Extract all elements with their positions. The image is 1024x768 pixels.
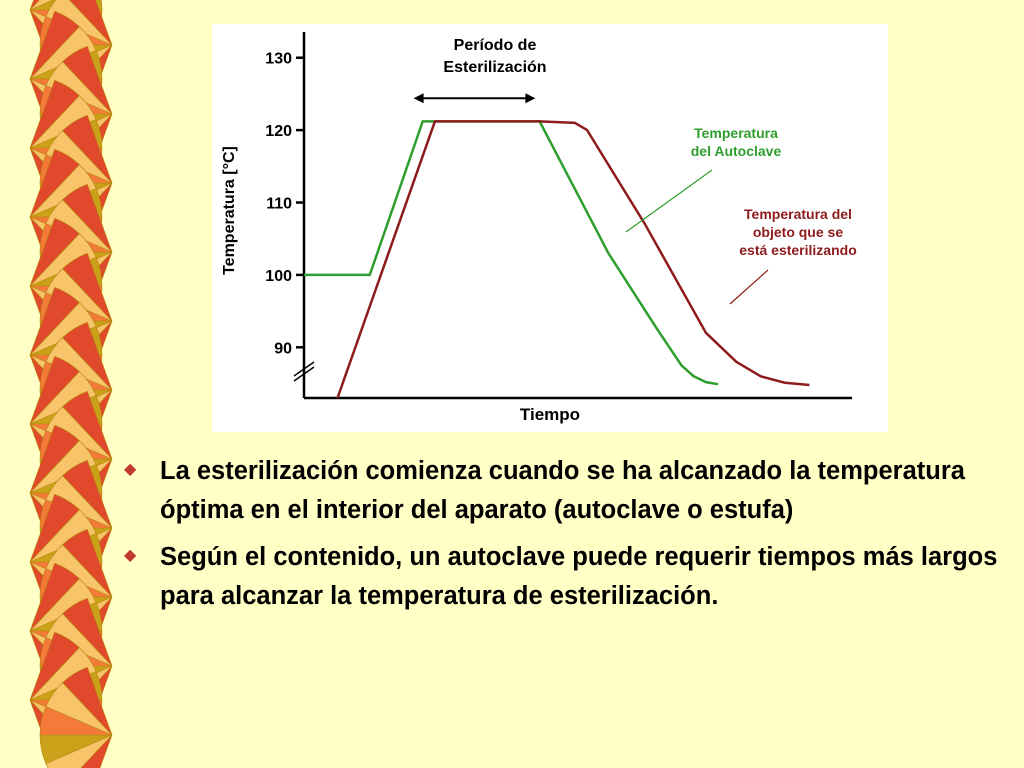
bullet-text: Según el contenido, un autoclave puede r…: [160, 543, 998, 610]
temperature-chart: 90 100 110 120 130 Tiempo Temperatura [°C] Per…: [221, 32, 857, 424]
autoclave-label: Temperatura: [694, 125, 778, 141]
object-label: objeto que se: [753, 224, 843, 240]
fan-border-decoration: [29, 0, 113, 768]
object-label: Temperatura del: [744, 206, 852, 222]
bullet-item: ◆ Según el contenido, un autoclave puede…: [124, 538, 1004, 616]
arrow-head-right-icon: [525, 93, 536, 104]
axis-break-mark: [293, 366, 315, 382]
y-tick-label: 130: [265, 51, 292, 68]
object-label: está esterilizando: [739, 242, 857, 258]
diamond-bullet-icon: ◆: [124, 547, 137, 564]
y-tick-label: 90: [274, 340, 292, 357]
bullet-text: La esterilización comienza cuando se ha …: [160, 457, 965, 524]
period-label: Esterilización: [443, 59, 546, 76]
object-leader-line: [729, 269, 769, 305]
series-line-autoclave: [304, 120, 719, 386]
diamond-bullet-icon: ◆: [124, 461, 137, 478]
fan-wedge: [62, 666, 113, 736]
fan-segment: [39, 666, 113, 768]
y-axis-label: Temperatura [°C]: [221, 146, 238, 275]
fan-wedge: [62, 252, 113, 322]
fan-wedge: [62, 45, 113, 115]
x-axis-label: Tiempo: [520, 405, 580, 424]
fan-wedge: [62, 459, 113, 529]
arrow-head-left-icon: [413, 93, 424, 104]
y-tick-label: 120: [265, 123, 292, 140]
axis-break-mark: [293, 361, 315, 377]
fan-wedge: [62, 597, 113, 667]
fan-wedge: [62, 528, 113, 598]
y-tick-label: 100: [265, 268, 292, 285]
fan-wedge: [62, 390, 113, 460]
chart-panel: 90 100 110 120 130 Tiempo Temperatura [°C] Per…: [212, 24, 888, 432]
fan-wedge: [62, 114, 113, 184]
fan-wedge: [62, 183, 113, 253]
fan-wedge: [69, 0, 113, 46]
autoclave-leader-line: [625, 169, 713, 233]
autoclave-label: del Autoclave: [691, 143, 782, 159]
period-label: Período de: [454, 37, 537, 54]
y-tick-label: 110: [266, 196, 292, 213]
bullet-item: ◆ La esterilización comienza cuando se h…: [124, 452, 1004, 530]
bullet-list: ◆ La esterilización comienza cuando se h…: [124, 452, 1004, 616]
fan-wedge: [45, 0, 113, 46]
fan-wedge: [62, 321, 113, 391]
